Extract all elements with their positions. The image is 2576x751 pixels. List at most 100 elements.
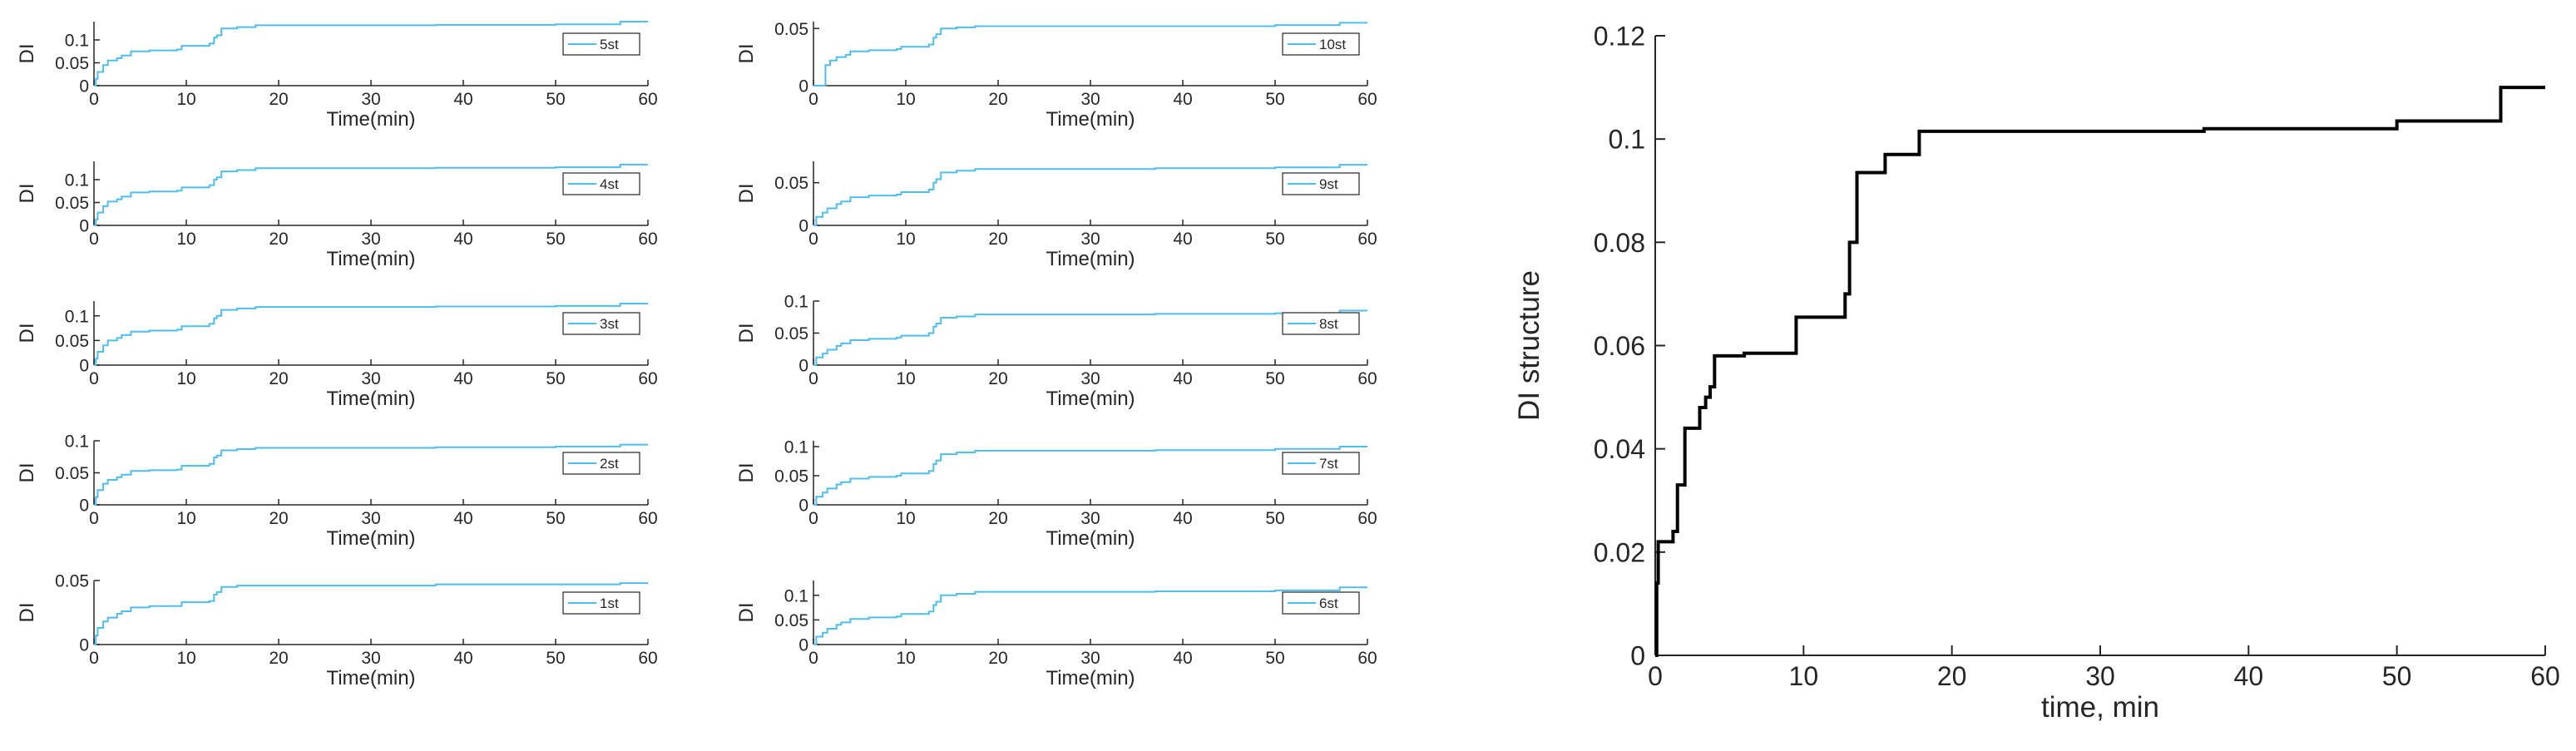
y-tick-label: 0 [79, 357, 89, 376]
x-tick-label: 20 [988, 369, 1007, 388]
series-line [813, 22, 1367, 86]
y-tick-label: 0 [79, 217, 89, 236]
y-tick-label: 0.1 [65, 307, 89, 326]
x-tick-label: 10 [176, 90, 195, 109]
x-tick-label: 20 [269, 509, 288, 528]
x-tick-label: 40 [453, 90, 472, 109]
y-tick-label: 0.1 [65, 171, 89, 190]
x-tick-label: 60 [2530, 661, 2560, 691]
y-axis-title: DI [16, 463, 38, 483]
x-tick-label: 10 [896, 90, 915, 109]
x-tick-label: 10 [896, 649, 915, 668]
x-tick-label: 40 [1173, 230, 1192, 249]
x-tick-label: 60 [1357, 509, 1377, 528]
x-tick-label: 20 [269, 230, 288, 249]
y-tick-label: 0.05 [774, 174, 808, 193]
x-tick-label: 20 [988, 509, 1007, 528]
x-tick-label: 30 [361, 369, 380, 388]
y-tick-label: 0.05 [55, 464, 89, 483]
y-tick-label: 0.1 [784, 438, 808, 457]
x-tick-label: 50 [1265, 369, 1284, 388]
y-tick-label: 0 [799, 497, 808, 516]
x-tick-label: 40 [453, 649, 472, 668]
x-axis-title: Time(min) [1046, 108, 1135, 131]
y-tick-label: 0.05 [774, 20, 808, 39]
x-tick-label: 0 [89, 230, 99, 249]
y-axis-title: DI [735, 324, 758, 343]
y-axis-title: DI [735, 44, 758, 64]
y-axis-title: DI [16, 324, 38, 343]
y-axis-title: DI [16, 44, 38, 64]
x-tick-label: 30 [361, 90, 380, 109]
series-line [94, 582, 648, 645]
legend-label: 1st [600, 595, 619, 611]
legend-box [1282, 452, 1360, 475]
x-tick-label: 0 [808, 509, 818, 528]
x-tick-label: 0 [89, 90, 99, 109]
x-tick-label: 30 [1080, 230, 1100, 249]
x-tick-label: 60 [638, 90, 657, 109]
legend-label: 2st [600, 456, 619, 472]
x-tick-label: 20 [269, 369, 288, 388]
x-tick-label: 30 [361, 649, 380, 668]
x-tick-label: 20 [269, 90, 288, 109]
x-tick-label: 50 [546, 649, 565, 668]
y-tick-label: 0.05 [774, 324, 808, 343]
x-axis-title: Time(min) [1046, 248, 1135, 270]
x-tick-label: 30 [1080, 369, 1100, 388]
x-tick-label: 60 [1357, 369, 1377, 388]
y-tick-label: 0.06 [1594, 331, 1645, 361]
y-tick-label: 0.05 [55, 54, 89, 73]
x-tick-label: 30 [2085, 661, 2115, 691]
chart-panel-di-structure: 0 10 20 30 40 50 60 0 0.02 0.04 0.06 0.08 0.1 0.12 tim… [1513, 22, 2560, 724]
y-tick-label: 0 [1630, 641, 1645, 671]
legend-label: 5st [600, 37, 619, 52]
y-tick-label: 0.1 [784, 586, 808, 605]
x-tick-label: 50 [1265, 230, 1284, 249]
x-tick-label: 60 [638, 230, 657, 249]
y-axis-title: DI [735, 463, 758, 483]
legend-label: 9st [1319, 176, 1338, 192]
series-line [813, 164, 1367, 226]
y-tick-label: 0 [799, 77, 808, 96]
chart-panel-1st: 0 10 20 30 40 50 60 0 0.05 Time(min) DI 1st [16, 572, 658, 689]
x-tick-label: 60 [1357, 90, 1377, 109]
x-tick-label: 50 [1265, 90, 1284, 109]
legend-box [562, 312, 640, 335]
series-line [813, 586, 1367, 645]
x-axis-title: Time(min) [326, 388, 415, 410]
y-tick-label: 0 [79, 636, 89, 655]
x-tick-label: 10 [896, 230, 915, 249]
x-tick-label: 50 [546, 230, 565, 249]
x-tick-label: 40 [453, 230, 472, 249]
x-tick-label: 0 [808, 649, 818, 668]
x-tick-label: 30 [361, 509, 380, 528]
x-tick-label: 40 [2234, 661, 2264, 691]
legend-label: 8st [1319, 316, 1338, 332]
series-line [813, 309, 1367, 366]
y-tick-label: 0.1 [65, 432, 89, 452]
x-tick-label: 60 [1357, 230, 1377, 249]
series-line [94, 302, 648, 366]
y-tick-label: 0 [79, 77, 89, 96]
y-tick-label: 0.1 [784, 293, 808, 312]
x-tick-label: 10 [896, 509, 915, 528]
x-tick-label: 0 [808, 369, 818, 388]
x-tick-label: 10 [176, 509, 195, 528]
x-tick-label: 10 [896, 369, 915, 388]
x-tick-label: 0 [808, 90, 818, 109]
x-axis-title: Time(min) [1046, 527, 1135, 550]
y-tick-label: 0.05 [774, 467, 808, 487]
x-tick-label: 60 [1357, 649, 1377, 668]
x-tick-label: 0 [89, 509, 99, 528]
x-tick-label: 40 [1173, 369, 1192, 388]
x-tick-label: 0 [89, 649, 99, 668]
series-line [94, 443, 648, 506]
x-axis-title: time, min [2041, 691, 2159, 724]
x-tick-label: 0 [89, 369, 99, 388]
x-tick-label: 40 [453, 369, 472, 388]
x-axis-title: Time(min) [326, 667, 415, 689]
